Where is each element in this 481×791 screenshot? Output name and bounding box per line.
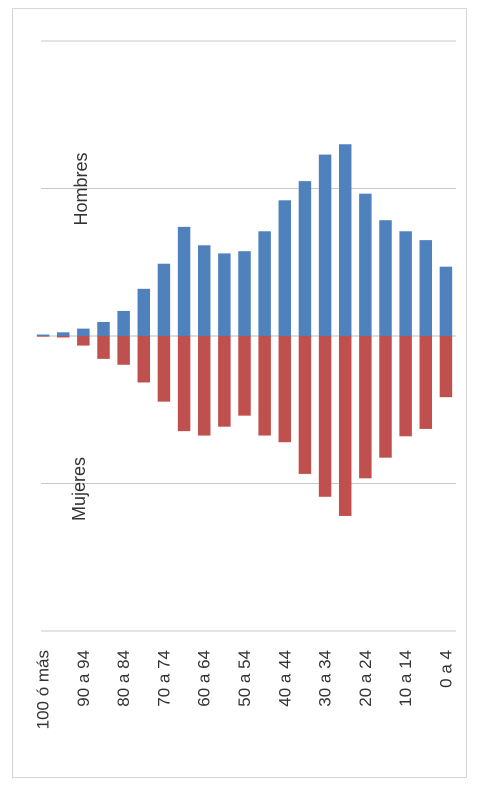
bar-mujeres-5 bbox=[137, 336, 151, 383]
tick-label-5: 50 a 54 bbox=[235, 650, 254, 707]
bar-hombres-12 bbox=[278, 200, 292, 336]
bar-mujeres-17 bbox=[379, 336, 392, 458]
bar-hombres-16 bbox=[359, 193, 372, 336]
tick-label-8: 20 a 24 bbox=[356, 650, 375, 707]
bar-mujeres-0 bbox=[36, 336, 50, 337]
bar-hombres-15 bbox=[338, 144, 352, 336]
bar-mujeres-7 bbox=[177, 336, 191, 432]
tick-label-0: 100 ó más bbox=[34, 650, 53, 729]
bar-mujeres-4 bbox=[117, 336, 130, 365]
bar-hombres-1 bbox=[56, 332, 70, 336]
bar-mujeres-11 bbox=[258, 336, 271, 436]
bar-hombres-6 bbox=[157, 263, 171, 336]
tick-label-7: 30 a 34 bbox=[316, 650, 335, 707]
bar-mujeres-14 bbox=[318, 336, 332, 497]
bar-mujeres-9 bbox=[218, 336, 231, 427]
bar-hombres-14 bbox=[318, 154, 332, 336]
bar-hombres-8 bbox=[197, 245, 211, 336]
bar-mujeres-16 bbox=[359, 336, 372, 479]
bar-hombres-11 bbox=[258, 231, 271, 336]
bar-mujeres-6 bbox=[157, 336, 171, 402]
bar-hombres-10 bbox=[238, 251, 251, 336]
bar-hombres-13 bbox=[298, 181, 312, 337]
bar-mujeres-2 bbox=[77, 336, 90, 346]
population-pyramid-chart: 100 ó más 90 a 94 80 a 84 70 a 74 60 a 64 50 … bbox=[34, 40, 456, 729]
bar-mujeres-8 bbox=[197, 336, 211, 436]
bar-hombres-20 bbox=[439, 266, 453, 337]
bar-mujeres-15 bbox=[338, 336, 352, 516]
bar-mujeres-20 bbox=[439, 336, 453, 398]
tick-label-2: 80 a 84 bbox=[114, 650, 133, 707]
bar-hombres-3 bbox=[97, 321, 110, 336]
bar-hombres-4 bbox=[117, 310, 130, 336]
tick-label-6: 40 a 44 bbox=[275, 650, 294, 707]
bar-mujeres-1 bbox=[56, 336, 70, 338]
bar-hombres-18 bbox=[399, 231, 412, 336]
chart-frame: 100 ó más 90 a 94 80 a 84 70 a 74 60 a 64 50 … bbox=[12, 8, 467, 778]
tick-label-4: 60 a 64 bbox=[195, 650, 214, 707]
tick-label-3: 70 a 74 bbox=[154, 650, 173, 707]
bar-mujeres-13 bbox=[298, 336, 312, 474]
bar-mujeres-10 bbox=[238, 336, 251, 416]
tick-label-1: 90 a 94 bbox=[74, 650, 93, 707]
bar-mujeres-18 bbox=[399, 336, 412, 437]
bar-hombres-19 bbox=[419, 240, 433, 337]
legend-label-mujeres: Mujeres bbox=[69, 457, 89, 521]
bar-hombres-7 bbox=[177, 226, 191, 336]
bar-hombres-17 bbox=[379, 220, 392, 336]
bar-hombres-2 bbox=[77, 328, 90, 337]
tick-label-9: 10 a 14 bbox=[396, 650, 415, 707]
bar-hombres-5 bbox=[137, 288, 151, 336]
bar-hombres-0 bbox=[36, 334, 50, 336]
bar-mujeres-3 bbox=[97, 336, 110, 359]
bar-mujeres-19 bbox=[419, 336, 433, 429]
bar-hombres-9 bbox=[218, 253, 231, 336]
tick-label-10: 0 a 4 bbox=[436, 650, 455, 688]
legend-label-hombres: Hombres bbox=[71, 152, 91, 225]
bar-mujeres-12 bbox=[278, 336, 292, 443]
